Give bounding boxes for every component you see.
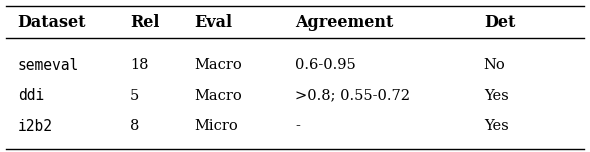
Text: ddi: ddi (18, 88, 44, 103)
Text: semeval: semeval (18, 58, 79, 73)
Text: 8: 8 (130, 119, 139, 133)
Text: Yes: Yes (484, 119, 509, 133)
Text: Dataset: Dataset (18, 14, 86, 31)
Text: -: - (295, 119, 300, 133)
Text: Det: Det (484, 14, 515, 31)
Text: >0.8; 0.55-0.72: >0.8; 0.55-0.72 (295, 89, 410, 103)
Text: Yes: Yes (484, 89, 509, 103)
Text: i2b2: i2b2 (18, 119, 53, 134)
Text: Micro: Micro (195, 119, 238, 133)
Text: Rel: Rel (130, 14, 159, 31)
Text: Macro: Macro (195, 58, 242, 72)
Text: Macro: Macro (195, 89, 242, 103)
Text: Agreement: Agreement (295, 14, 394, 31)
Text: 0.6-0.95: 0.6-0.95 (295, 58, 356, 72)
Text: 5: 5 (130, 89, 139, 103)
Text: No: No (484, 58, 506, 72)
Text: 18: 18 (130, 58, 148, 72)
Text: Eval: Eval (195, 14, 232, 31)
